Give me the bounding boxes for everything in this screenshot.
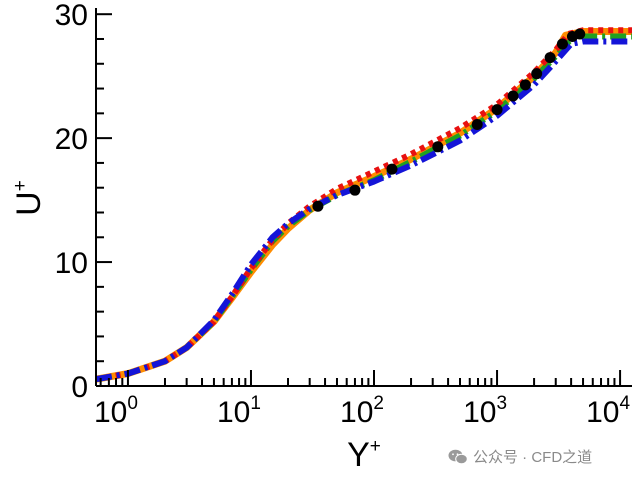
y-tick-label: 30 bbox=[55, 0, 88, 32]
x-tick-label: 103 bbox=[463, 393, 507, 429]
data-point bbox=[491, 104, 503, 116]
marker-layer bbox=[312, 28, 586, 212]
x-tick-label: 104 bbox=[586, 393, 630, 429]
data-point bbox=[471, 118, 483, 130]
data-point bbox=[386, 163, 398, 175]
x-axis-title: Y+ bbox=[347, 436, 381, 474]
y-tick-label: 10 bbox=[55, 247, 88, 280]
series-line-1 bbox=[96, 28, 632, 383]
data-point bbox=[432, 141, 444, 153]
series-line-2 bbox=[96, 33, 632, 383]
series-line-3 bbox=[96, 27, 632, 383]
tick-labels: 0 10 20 30 100 101 102 103 104 bbox=[55, 0, 631, 429]
data-point bbox=[312, 200, 324, 212]
y-axis-title: U+ bbox=[10, 180, 48, 216]
y-tick-label: 0 bbox=[71, 371, 88, 404]
data-point bbox=[349, 184, 361, 196]
data-point bbox=[574, 28, 586, 40]
x-tick-label: 101 bbox=[217, 393, 261, 429]
axes bbox=[95, 8, 632, 387]
x-tick-label: 102 bbox=[340, 393, 384, 429]
data-point bbox=[507, 90, 519, 102]
watermark-text: 公众号 · CFD之道 bbox=[473, 449, 593, 466]
data-point bbox=[556, 38, 568, 50]
data-point bbox=[531, 68, 543, 80]
data-point bbox=[519, 79, 531, 91]
y-tick-label: 20 bbox=[55, 123, 88, 156]
x-tick-label: 100 bbox=[94, 393, 138, 429]
data-point bbox=[544, 52, 556, 64]
watermark: 公众号 · CFD之道 bbox=[448, 446, 592, 467]
series-layer bbox=[96, 27, 632, 383]
series-line-4 bbox=[96, 38, 632, 383]
wechat-icon bbox=[448, 449, 468, 465]
